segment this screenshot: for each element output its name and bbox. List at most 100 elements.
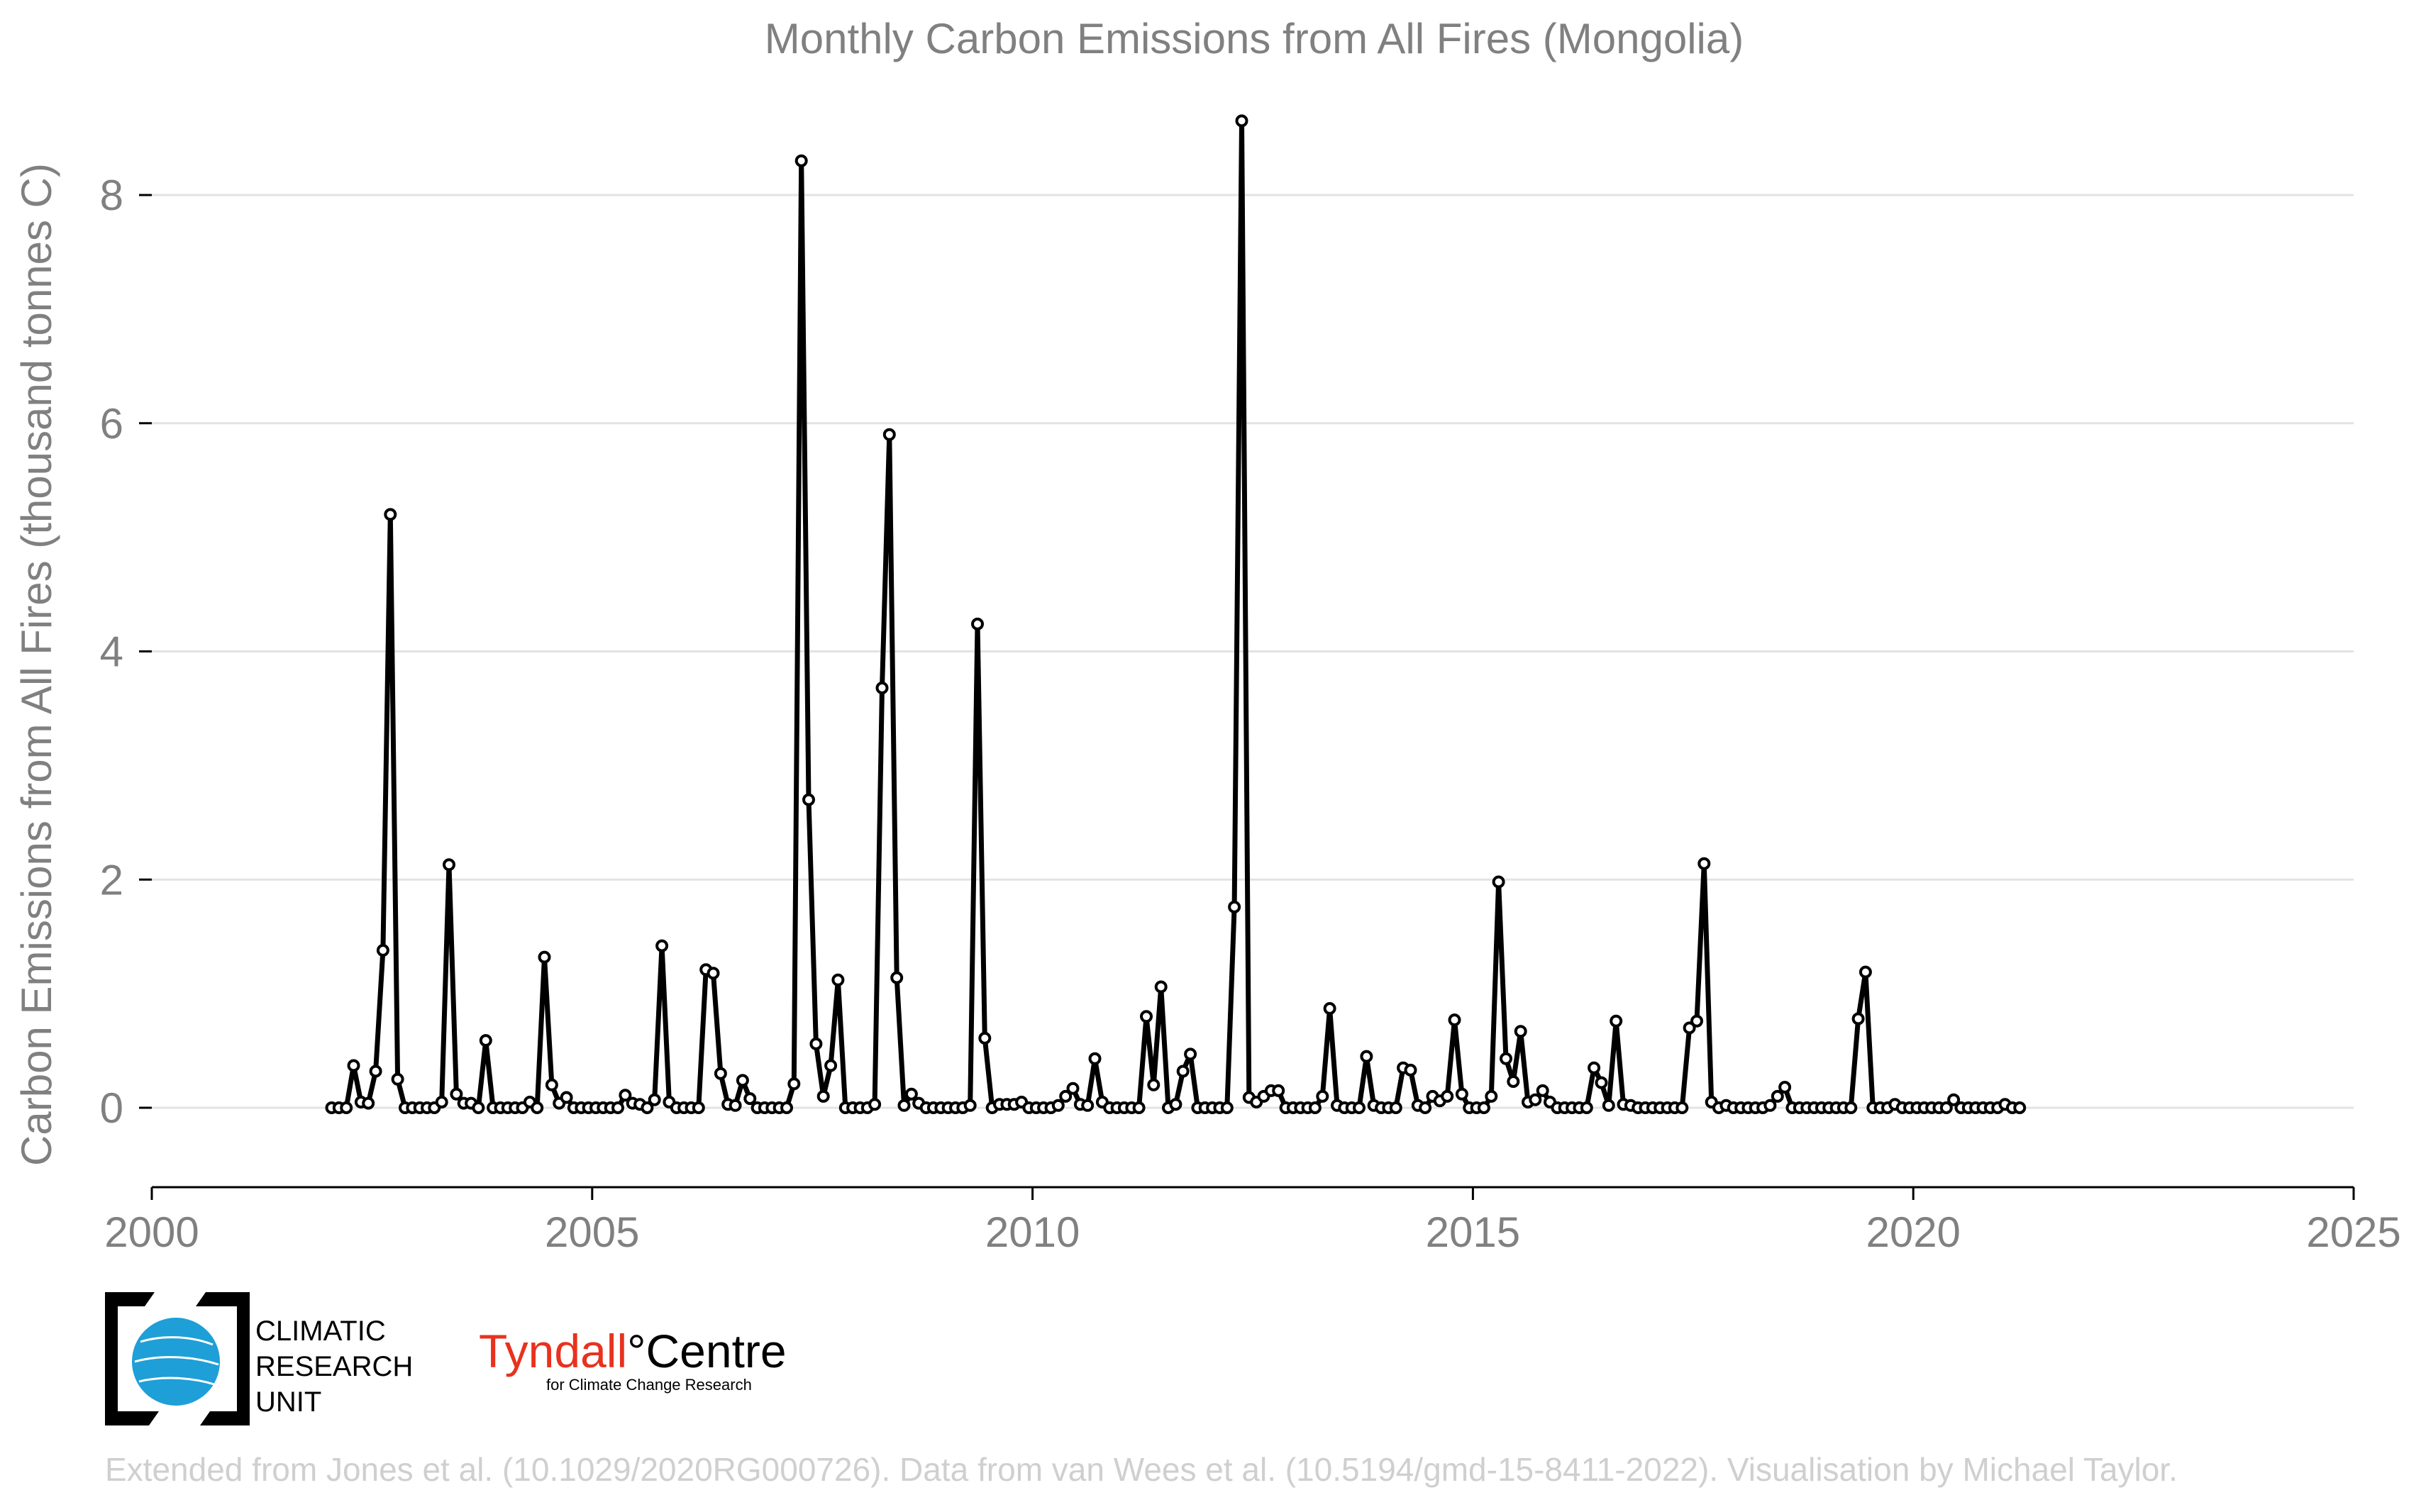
cru-logo xyxy=(105,1292,250,1425)
data-point xyxy=(1455,1087,1468,1101)
data-point xyxy=(1441,1089,1454,1103)
data-point xyxy=(1844,1101,1858,1114)
data-point xyxy=(1066,1082,1080,1095)
data-point xyxy=(729,1099,742,1112)
cru-name: CLIMATIC RESEARCH UNIT xyxy=(255,1313,413,1420)
data-point xyxy=(692,1101,705,1114)
data-point xyxy=(1228,900,1241,913)
data-point xyxy=(2013,1101,2027,1114)
data-point xyxy=(904,1087,918,1101)
data-points xyxy=(325,114,2027,1114)
data-point xyxy=(1059,1089,1073,1103)
data-point xyxy=(831,973,845,986)
data-point xyxy=(545,1078,558,1091)
data-point xyxy=(1697,857,1711,870)
data-point xyxy=(1485,1089,1498,1103)
gridlines xyxy=(152,194,2354,1109)
logos: CLIMATIC RESEARCH UNIT Tyndall°Centre fo… xyxy=(99,1285,809,1441)
data-point xyxy=(1272,1084,1285,1097)
data-point xyxy=(1514,1025,1527,1038)
data-point xyxy=(897,1099,911,1112)
data-point xyxy=(391,1072,404,1086)
data-point xyxy=(531,1101,544,1114)
x-tick-label: 2020 xyxy=(1866,1208,1960,1256)
data-point xyxy=(787,1077,801,1091)
data-point xyxy=(1492,875,1505,889)
data-point xyxy=(1859,965,1872,979)
data-point xyxy=(1316,1089,1329,1103)
data-point xyxy=(1088,1052,1102,1065)
data-point xyxy=(1683,1021,1696,1035)
series-line xyxy=(331,118,2020,1111)
cru-line-3: UNIT xyxy=(255,1386,322,1418)
data-point xyxy=(369,1064,382,1078)
data-point xyxy=(1947,1093,1961,1106)
cru-line-1: CLIMATIC xyxy=(255,1316,386,1347)
data-point xyxy=(1939,1101,1953,1114)
data-point xyxy=(1360,1050,1373,1063)
data-point xyxy=(1404,1063,1417,1077)
y-axis-label: Carbon Emissions from All Fires (thousan… xyxy=(13,163,60,1166)
data-point xyxy=(780,1101,793,1114)
data-point xyxy=(875,682,889,694)
data-point xyxy=(1389,1101,1402,1114)
data-point xyxy=(1851,1012,1865,1025)
data-point xyxy=(362,1096,375,1110)
tyndall-logo: Tyndall°Centre xyxy=(479,1324,787,1378)
data-point xyxy=(1588,1061,1601,1074)
data-point xyxy=(1147,1078,1161,1091)
data-point xyxy=(619,1089,632,1102)
data-point xyxy=(1235,114,1248,128)
data-point xyxy=(1536,1084,1549,1097)
data-point xyxy=(472,1101,485,1114)
x-tick-label: 2010 xyxy=(985,1208,1080,1256)
data-point xyxy=(1690,1014,1703,1028)
data-point xyxy=(560,1091,573,1104)
data-point xyxy=(1051,1099,1065,1112)
data-point xyxy=(736,1074,749,1087)
tyndall-name-2: °Centre xyxy=(627,1325,787,1377)
data-point xyxy=(1771,1089,1784,1103)
data-point xyxy=(868,1098,882,1111)
data-point xyxy=(611,1101,624,1114)
chart-title: Monthly Carbon Emissions from All Fires … xyxy=(765,15,1744,62)
data-point xyxy=(1595,1076,1608,1089)
data-point xyxy=(1778,1081,1792,1094)
data-point xyxy=(809,1037,823,1050)
data-point xyxy=(1676,1101,1689,1114)
data-point xyxy=(707,967,720,980)
x-tick-label: 2025 xyxy=(2306,1208,2400,1256)
data-point xyxy=(450,1087,463,1101)
data-point xyxy=(890,971,904,984)
data-point xyxy=(1763,1099,1777,1112)
data-point xyxy=(1169,1098,1182,1111)
data-point xyxy=(1500,1052,1512,1065)
data-point xyxy=(1419,1101,1432,1114)
data-point xyxy=(1184,1047,1197,1061)
data-point xyxy=(963,1099,977,1112)
y-tick-label: 8 xyxy=(100,172,123,219)
data-point xyxy=(1580,1101,1593,1114)
data-point xyxy=(443,858,455,872)
data-point xyxy=(882,428,896,441)
data-point xyxy=(1529,1093,1542,1106)
data-point xyxy=(1176,1064,1190,1078)
data-point xyxy=(1081,1099,1095,1112)
y-tick-label: 2 xyxy=(100,856,123,904)
data-point xyxy=(978,1031,992,1045)
data-point xyxy=(641,1101,654,1114)
data-point xyxy=(816,1089,830,1103)
x-tick-label: 2015 xyxy=(1426,1208,1520,1256)
y-ticks: 0 2 4 6 8 xyxy=(100,172,152,1132)
x-tick-label: 2005 xyxy=(545,1208,639,1256)
data-point xyxy=(538,950,551,964)
data-point xyxy=(794,154,808,167)
data-point xyxy=(1353,1101,1366,1114)
data-point xyxy=(340,1101,353,1114)
data-point xyxy=(971,617,984,630)
data-point xyxy=(1602,1099,1615,1112)
data-point xyxy=(376,944,389,957)
data-point xyxy=(1448,1013,1461,1027)
y-tick-label: 0 xyxy=(100,1084,123,1132)
x-tick-label: 2000 xyxy=(104,1208,199,1256)
